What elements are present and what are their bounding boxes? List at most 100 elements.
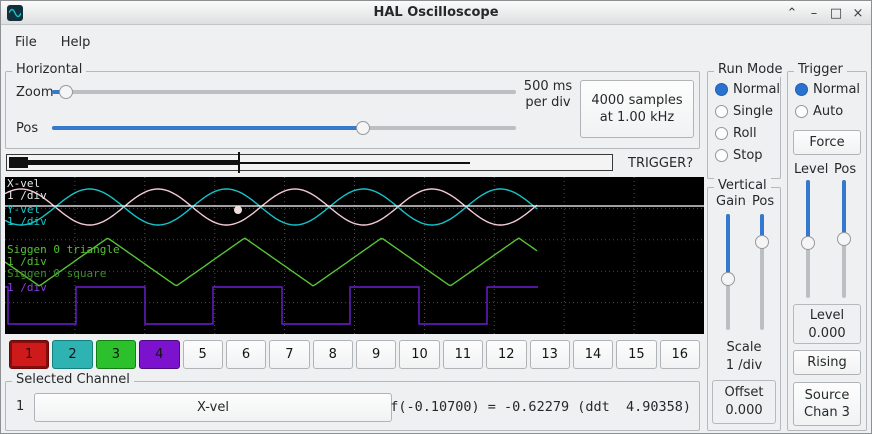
trigger-level-slider[interactable] [800,180,816,298]
menu-bar: File Help [1,26,871,58]
channel-button-9[interactable]: 9 [356,340,397,369]
horizontal-group: Horizontal Zoom 500 ms per div 4000 samp… [5,62,700,149]
selected-channel-group: Selected Channel 1 X-vel f(-0.10700) = -… [5,372,700,431]
trigger-level-label: Level [794,162,829,177]
trigger-edge-button[interactable]: Rising [793,350,861,375]
vertical-pos-slider[interactable] [754,214,770,330]
overview-filled-region [27,160,239,165]
channel-button-14[interactable]: 14 [572,340,614,369]
slider-handle[interactable] [58,85,73,99]
channel-button-16[interactable]: 16 [659,340,700,369]
vertical-gain-slider[interactable] [720,214,736,330]
svg-text:X-vel: X-vel [7,177,40,190]
channel-button-3[interactable]: 3 [95,340,137,369]
minimize-button[interactable]: – [810,5,818,21]
svg-text:1 /div: 1 /div [7,281,47,294]
svg-text:Siggen 0 triangle: Siggen 0 triangle [7,243,120,256]
trigger-level-readout: Level 0.000 [793,304,861,344]
vertical-group: Vertical Gain Pos Scale 1 /div Offset 0.… [707,178,781,431]
channel-button-row: 1 2 3 4 5 6 7 8 9 10 11 12 13 14 15 16 [5,340,704,369]
run-mode-title: Run Mode [714,62,787,77]
slider-handle[interactable] [755,234,769,249]
slider-fill [726,214,730,279]
overview-start-block [9,157,28,168]
pos-slider[interactable] [52,120,516,136]
channel-button-11[interactable]: 11 [442,340,484,369]
channel-button-13[interactable]: 13 [529,340,570,369]
svg-text:1 /div: 1 /div [7,189,47,202]
slider-handle[interactable] [721,271,735,286]
svg-text:1 /div: 1 /div [7,255,47,268]
radio-icon [715,105,728,118]
vertical-scale-value: 1 /div [725,358,763,373]
radio-icon [795,83,808,96]
trigger-option-normal[interactable]: Normal [795,82,860,97]
menu-help[interactable]: Help [60,34,91,50]
slider-fill [806,180,810,243]
radio-icon [715,83,728,96]
menu-file[interactable]: File [15,34,37,50]
selected-channel-title: Selected Channel [12,372,134,387]
run-mode-option-roll[interactable]: Roll [715,126,757,141]
svg-text:1 /div: 1 /div [7,215,47,228]
radio-icon [715,127,728,140]
trigger-question-label: TRIGGER? [628,156,694,171]
trigger-pos-label: Pos [834,162,857,177]
zoom-label: Zoom [16,85,54,100]
slider-handle[interactable] [801,235,815,250]
zoom-slider[interactable] [52,84,516,100]
selected-channel-index: 1 [16,399,25,414]
radio-icon [715,149,728,162]
title-bar: HAL Oscilloscope ⌃ – □ × [1,1,871,25]
scope-display[interactable]: X-vel 1 /div Y-vel 1 /div Siggen 0 triangle 1… [5,177,704,334]
run-mode-option-single[interactable]: Single [715,104,773,119]
trigger-title: Trigger [794,62,847,77]
maximize-button[interactable]: □ [829,5,843,21]
channel-button-2[interactable]: 2 [52,340,93,369]
trigger-group: Trigger Normal Auto Force Level Pos Leve… [787,62,867,431]
function-readout: f(-0.10700) = -0.62279 (ddt 4.90358) [390,399,691,415]
timebase-readout: 500 ms per div [523,79,573,110]
svg-text:Siggen 0 square: Siggen 0 square [7,267,106,280]
radio-icon [795,105,808,118]
samples-button[interactable]: 4000 samples at 1.00 kHz [580,80,694,138]
slider-fill [760,214,764,242]
window-title: HAL Oscilloscope [373,5,499,20]
channel-button-15[interactable]: 15 [616,340,657,369]
channel-button-7[interactable]: 7 [269,340,310,369]
vertical-pos-label: Pos [752,194,775,209]
slider-fill [52,126,363,130]
channel-button-1[interactable]: 1 [9,340,50,369]
slider-groove [760,214,764,330]
slider-handle[interactable] [837,232,851,246]
slider-groove [52,90,516,94]
channel-button-10[interactable]: 10 [399,340,440,369]
trigger-pos-slider[interactable] [836,180,852,298]
trigger-source-button[interactable]: Source Chan 3 [793,382,861,426]
run-mode-option-stop[interactable]: Stop [715,148,763,163]
run-mode-option-normal[interactable]: Normal [715,82,780,97]
svg-text:Y-vel: Y-vel [7,203,40,216]
channel-name-button[interactable]: X-vel [34,393,392,422]
vertical-offset-readout: Offset 0.000 [712,380,776,424]
force-button[interactable]: Force [793,130,861,155]
channel-button-12[interactable]: 12 [486,340,527,369]
slider-handle[interactable] [355,121,370,135]
pos-label: Pos [16,121,39,136]
run-mode-group: Run Mode Normal Single Roll Stop [707,62,787,179]
capture-overview-bar[interactable] [6,152,613,173]
close-button[interactable]: × [852,5,864,21]
channel-button-8[interactable]: 8 [312,340,353,369]
overview-thin-region [238,162,471,164]
shade-button[interactable]: ⌃ [786,5,798,21]
channel-button-6[interactable]: 6 [225,340,267,369]
vertical-gain-label: Gain [716,194,746,209]
vertical-title: Vertical [714,178,771,193]
slider-fill [842,180,846,239]
app-icon [7,5,23,21]
channel-button-5[interactable]: 5 [182,340,223,369]
trigger-option-auto[interactable]: Auto [795,104,843,119]
channel-button-4[interactable]: 4 [139,340,180,369]
